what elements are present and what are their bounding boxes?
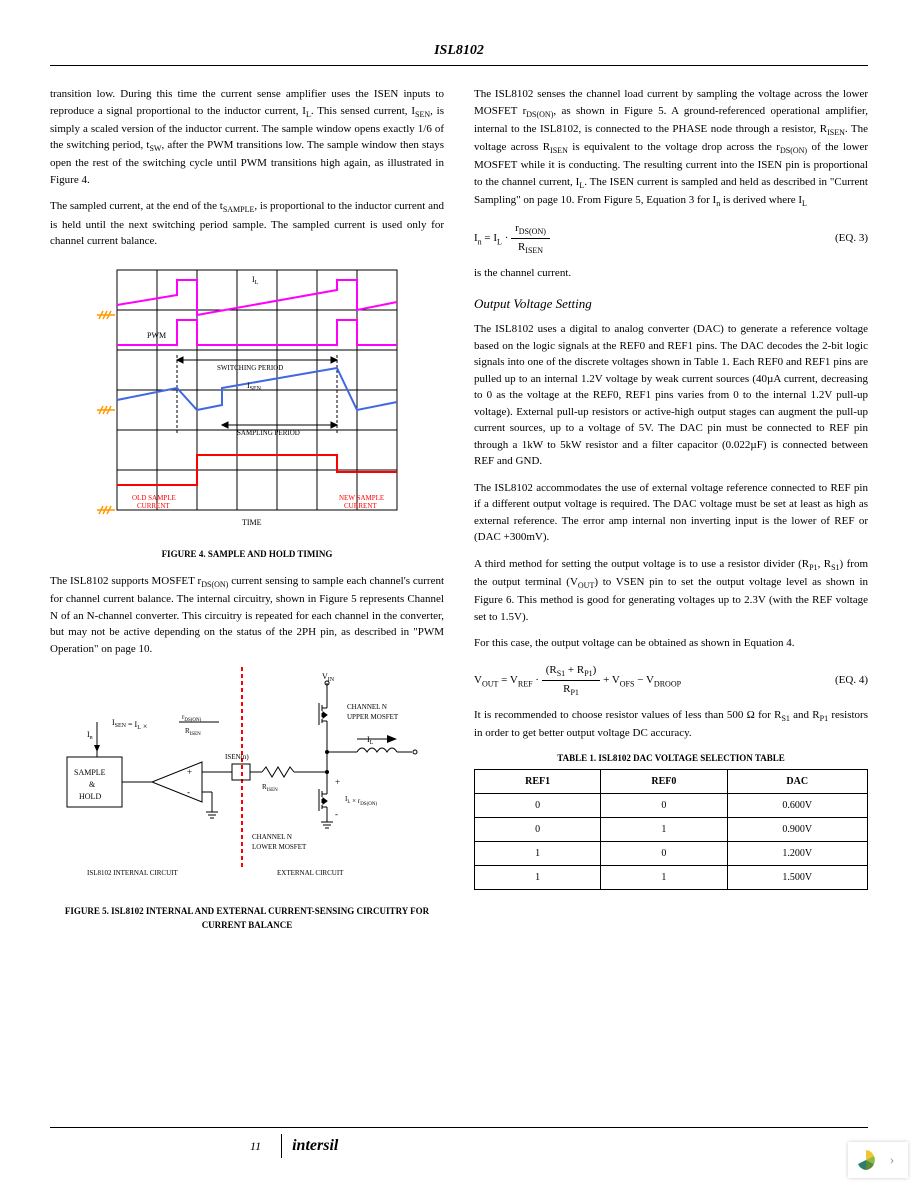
- para-3: The ISL8102 supports MOSFET rDS(ON) curr…: [50, 573, 444, 657]
- figure-4-svg: PWM SWITCHING PERIOD ISEN: [77, 260, 417, 540]
- svg-text:OLD SAMPLE: OLD SAMPLE: [132, 494, 176, 502]
- left-column: transition low. During this time the cur…: [50, 86, 444, 944]
- para-r4: The ISL8102 accommodates the use of exte…: [474, 480, 868, 546]
- para-1: transition low. During this time the cur…: [50, 86, 444, 188]
- svg-text:CURRENT: CURRENT: [344, 502, 377, 510]
- para-r7: It is recommended to choose resistor val…: [474, 707, 868, 742]
- page-number: 11: [250, 1137, 261, 1155]
- svg-text:CHANNEL N: CHANNEL N: [252, 833, 292, 841]
- svg-text:RISEN: RISEN: [185, 727, 201, 737]
- th-ref1: REF1: [475, 770, 601, 794]
- table-row: 000.600V: [475, 794, 868, 818]
- section-output-voltage: Output Voltage Setting: [474, 294, 868, 314]
- right-column: The ISL8102 senses the channel load curr…: [474, 86, 868, 944]
- flower-icon: [852, 1146, 880, 1174]
- svg-text:ISEN(n): ISEN(n): [225, 753, 249, 761]
- svg-text:LOWER MOSFET: LOWER MOSFET: [252, 843, 307, 851]
- page: ISL8102 transition low. During this time…: [0, 0, 918, 1188]
- sampling-period-label: SAMPLING PERIOD: [237, 429, 300, 437]
- table-row: 111.500V: [475, 866, 868, 890]
- svg-text:-: -: [187, 787, 190, 797]
- footer-logo: intersil: [281, 1134, 338, 1158]
- svg-text:SAMPLE: SAMPLE: [74, 768, 106, 777]
- footer: 11 intersil: [50, 1127, 868, 1158]
- para-r2: is the channel current.: [474, 265, 868, 282]
- para-2: The sampled current, at the end of the t…: [50, 198, 444, 249]
- svg-text:RISEN: RISEN: [262, 783, 278, 793]
- svg-text:HOLD: HOLD: [79, 792, 101, 801]
- svg-text:+: +: [335, 777, 340, 787]
- svg-text:IL × rDS(ON): IL × rDS(ON): [345, 795, 377, 807]
- table-1-caption: TABLE 1. ISL8102 DAC VOLTAGE SELECTION T…: [474, 752, 868, 766]
- internal-label: ISL8102 INTERNAL CIRCUIT: [87, 869, 178, 877]
- two-column-layout: transition low. During this time the cur…: [50, 86, 868, 944]
- svg-text:IL: IL: [252, 275, 259, 286]
- pwm-label: PWM: [147, 331, 166, 340]
- table-row: 010.900V: [475, 818, 868, 842]
- time-label: TIME: [242, 518, 262, 527]
- svg-text:NEW SAMPLE: NEW SAMPLE: [339, 494, 384, 502]
- next-icon[interactable]: ›: [880, 1146, 904, 1174]
- svg-text:UPPER MOSFET: UPPER MOSFET: [347, 713, 399, 721]
- para-r1: The ISL8102 senses the channel load curr…: [474, 86, 868, 210]
- para-r6: For this case, the output voltage can be…: [474, 635, 868, 652]
- switching-period-label: SWITCHING PERIOD: [217, 364, 283, 372]
- figure-4-caption: FIGURE 4. SAMPLE AND HOLD TIMING: [50, 548, 444, 562]
- figure-5-caption: FIGURE 5. ISL8102 INTERNAL AND EXTERNAL …: [50, 905, 444, 932]
- figure-5-svg: SAMPLE & HOLD + - ISEN(n): [57, 667, 437, 897]
- svg-text:&: &: [89, 780, 96, 789]
- corner-widget[interactable]: ›: [848, 1142, 908, 1178]
- external-label: EXTERNAL CIRCUIT: [277, 869, 344, 877]
- svg-text:IL: IL: [367, 735, 374, 746]
- equation-3: In = IL · rDS(ON) RISEN (EQ. 3): [474, 220, 868, 257]
- svg-text:+: +: [187, 767, 192, 777]
- para-r5: A third method for setting the output vo…: [474, 556, 868, 625]
- th-dac: DAC: [727, 770, 868, 794]
- table-row: 101.200V: [475, 842, 868, 866]
- th-ref0: REF0: [601, 770, 727, 794]
- equation-4: VOUT = VREF · (RS1 + RP1) RP1 + VOFS − V…: [474, 662, 868, 699]
- table-1: REF1 REF0 DAC 000.600V 010.900V 101.200V…: [474, 769, 868, 890]
- svg-text:In: In: [87, 730, 93, 741]
- svg-text:ISEN = IL ×: ISEN = IL ×: [112, 718, 147, 731]
- header-title: ISL8102: [50, 40, 868, 66]
- svg-text:-: -: [335, 809, 338, 819]
- svg-text:CURRENT: CURRENT: [137, 502, 170, 510]
- svg-text:CHANNEL N: CHANNEL N: [347, 703, 387, 711]
- para-r3: The ISL8102 uses a digital to analog con…: [474, 321, 868, 470]
